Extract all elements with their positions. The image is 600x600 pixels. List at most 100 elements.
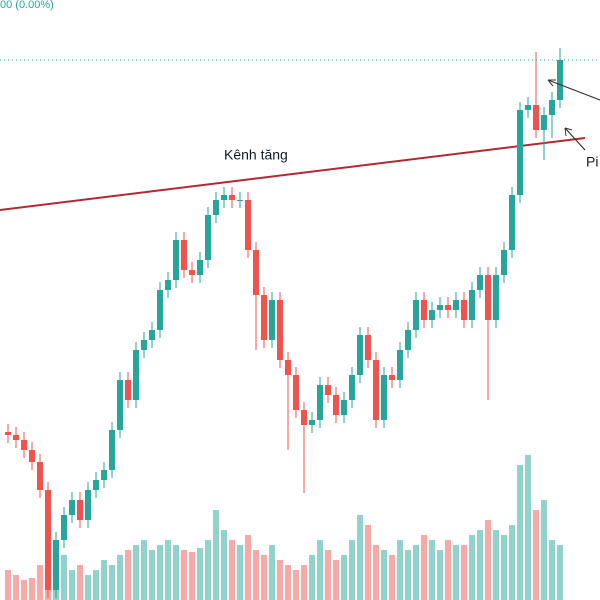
candle-body bbox=[237, 200, 243, 201]
candle-body bbox=[101, 470, 107, 480]
candle-body bbox=[293, 375, 299, 410]
candle-body bbox=[197, 260, 203, 275]
candle-body bbox=[117, 380, 123, 430]
candle-body bbox=[189, 270, 195, 275]
volume-bar bbox=[493, 530, 499, 600]
candle-body bbox=[213, 200, 219, 215]
volume-bar bbox=[453, 545, 459, 600]
candle-body bbox=[269, 300, 275, 340]
candle-body bbox=[173, 240, 179, 280]
candle-body bbox=[253, 250, 259, 295]
candle-body bbox=[501, 250, 507, 275]
candle-body bbox=[141, 340, 147, 350]
volume-bar bbox=[101, 560, 107, 600]
candle-body bbox=[453, 300, 459, 310]
volume-bar bbox=[317, 540, 323, 600]
candle-body bbox=[109, 430, 115, 470]
candle-body bbox=[461, 300, 467, 320]
candle-body bbox=[357, 335, 363, 375]
volume-bar bbox=[141, 540, 147, 600]
trend-line bbox=[0, 137, 586, 211]
volume-bar bbox=[197, 548, 203, 600]
volume-bar bbox=[205, 540, 211, 600]
volume-bar bbox=[213, 510, 219, 600]
volume-bar bbox=[165, 540, 171, 600]
candle-body bbox=[317, 385, 323, 420]
candle-body bbox=[477, 275, 483, 290]
volume-bar bbox=[181, 550, 187, 600]
volume-bar bbox=[429, 540, 435, 600]
volume-bar bbox=[421, 535, 427, 600]
candle-body bbox=[365, 335, 371, 360]
volume-bar bbox=[373, 545, 379, 600]
candle-body bbox=[309, 420, 315, 425]
volume-bar bbox=[85, 575, 91, 600]
volume-bar bbox=[93, 570, 99, 600]
volume-bar bbox=[117, 555, 123, 600]
candle-body bbox=[29, 450, 35, 462]
arrow-head bbox=[547, 79, 556, 87]
candle-body bbox=[205, 215, 211, 260]
volume-bar bbox=[549, 540, 555, 600]
candle-body bbox=[389, 375, 395, 380]
arrow bbox=[564, 127, 586, 151]
candle-body bbox=[229, 195, 235, 200]
candle-body bbox=[261, 295, 267, 340]
candle-body bbox=[429, 310, 435, 320]
volume-bar bbox=[13, 575, 19, 600]
volume-bar bbox=[461, 545, 467, 600]
volume-bar bbox=[269, 545, 275, 600]
candle-body bbox=[421, 300, 427, 320]
candle-body bbox=[21, 440, 27, 450]
volume-bar bbox=[301, 565, 307, 600]
candle-body bbox=[45, 490, 51, 590]
annotation: Pi bbox=[586, 154, 598, 170]
volume-bar bbox=[173, 545, 179, 600]
candle-body bbox=[493, 275, 499, 320]
candle-body bbox=[397, 350, 403, 380]
candle-body bbox=[509, 195, 515, 250]
candle-body bbox=[157, 290, 163, 330]
candle-body bbox=[437, 305, 443, 310]
volume-bar bbox=[245, 535, 251, 600]
volume-bar bbox=[125, 550, 131, 600]
candle-body bbox=[541, 115, 547, 130]
volume-bar bbox=[189, 552, 195, 600]
volume-bar bbox=[525, 455, 531, 600]
volume-bar bbox=[261, 555, 267, 600]
volume-bar bbox=[325, 550, 331, 600]
candle-body bbox=[85, 490, 91, 520]
candle-body bbox=[5, 432, 11, 435]
candle-body bbox=[381, 375, 387, 420]
volume-bar bbox=[77, 565, 83, 600]
candle-body bbox=[13, 435, 19, 440]
candle-body bbox=[525, 105, 531, 110]
volume-bar bbox=[229, 540, 235, 600]
candle-body bbox=[133, 350, 139, 400]
volume-bar bbox=[349, 540, 355, 600]
volume-bar bbox=[389, 555, 395, 600]
candle-body bbox=[125, 380, 131, 400]
candle-body bbox=[557, 60, 563, 100]
candle-body bbox=[341, 400, 347, 415]
candle-body bbox=[325, 385, 331, 395]
candle-body bbox=[349, 375, 355, 400]
volume-bar bbox=[21, 580, 27, 600]
candle-body bbox=[445, 305, 451, 310]
candle-body bbox=[333, 395, 339, 415]
volume-bar bbox=[541, 500, 547, 600]
candle-body bbox=[149, 330, 155, 340]
candle-body bbox=[61, 515, 67, 540]
volume-bar bbox=[69, 570, 75, 600]
candle-body bbox=[469, 290, 475, 320]
candle-body bbox=[517, 110, 523, 195]
volume-bar bbox=[501, 535, 507, 600]
candle-body bbox=[93, 480, 99, 490]
candle-body bbox=[485, 275, 491, 320]
volume-bar bbox=[397, 540, 403, 600]
volume-bar bbox=[557, 545, 563, 600]
volume-bar bbox=[277, 560, 283, 600]
volume-bar bbox=[309, 555, 315, 600]
volume-bar bbox=[357, 515, 363, 600]
volume-bar bbox=[237, 545, 243, 600]
